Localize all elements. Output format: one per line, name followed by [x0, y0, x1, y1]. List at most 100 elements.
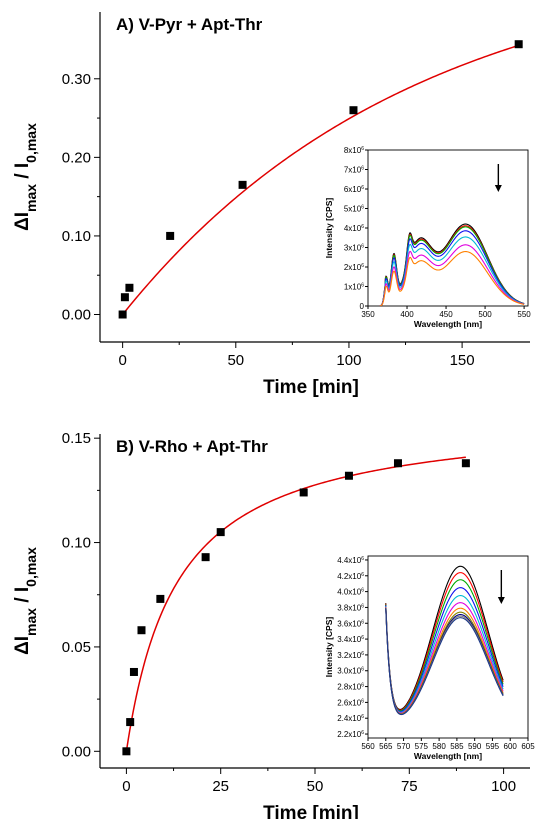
- inset-x-tick-label: 450: [439, 310, 453, 319]
- x-tick-label: 0: [122, 778, 130, 795]
- data-point: [156, 594, 165, 603]
- x-tick-label: 50: [227, 352, 244, 369]
- inset-x-tick-label: 605: [521, 742, 535, 751]
- x-axis-label: Time [min]: [263, 377, 359, 398]
- panel-a: 0 50 100 150 0.00 0.10 0.20 0.30 Time [min] ΔImax…: [12, 12, 531, 398]
- spectrum-line: [379, 236, 525, 306]
- decrease-arrow-head: [497, 597, 505, 604]
- panel-title: A) V-Pyr + Apt-Thr: [116, 15, 263, 34]
- inset-x-tick-label: 590: [468, 742, 482, 751]
- inset-y-tick-label: 2.2x106: [337, 730, 364, 739]
- inset-x-tick-label: 600: [504, 742, 518, 751]
- inset-x-tick-label: 350: [361, 310, 375, 319]
- x-tick-label: 75: [401, 778, 418, 795]
- y-axis-label: ΔImax / I0,max: [12, 123, 39, 231]
- data-point: [126, 718, 135, 727]
- spectrum-line: [379, 226, 525, 306]
- spectrum-line: [385, 608, 504, 716]
- y-tick-label: 0.20: [62, 149, 91, 166]
- inset-y-tick-label: 0: [360, 302, 365, 311]
- inset-x-tick-label: 550: [517, 310, 531, 319]
- inset-y-tick-label: 3.6x106: [337, 619, 364, 628]
- inset-x-tick-label: 575: [415, 742, 429, 751]
- data-point: [137, 626, 146, 635]
- data-point: [125, 283, 134, 292]
- inset-y-tick-label: 4.0x106: [337, 588, 364, 597]
- y-tick-label: 0.15: [62, 430, 91, 447]
- panel-title: B) V-Rho + Apt-Thr: [116, 437, 268, 456]
- data-point: [120, 293, 129, 302]
- inset-chart: 560 565 570 575 580 585 590 595 600 605 2.2x106 2.4…: [324, 555, 535, 761]
- inset-x-axis-label: Wavelength [nm]: [414, 751, 482, 761]
- inset-y-tick-label: 3.8x106: [337, 603, 364, 612]
- inset-y-tick-label: 2.6x106: [337, 698, 364, 707]
- data-point: [514, 40, 523, 49]
- fit-curve: [122, 44, 519, 315]
- inset-x-tick-label: 595: [486, 742, 500, 751]
- x-tick-label: 0: [118, 352, 126, 369]
- data-point: [122, 747, 131, 756]
- inset-y-tick-label: 8x106: [344, 146, 364, 155]
- spectrum-line: [379, 230, 525, 306]
- inset-y-tick-label: 2.4x106: [337, 714, 364, 723]
- spectrum-line: [385, 565, 504, 710]
- inset-y-tick-label: 6x106: [344, 185, 364, 194]
- y-tick-label: 0.05: [62, 639, 91, 656]
- inset-y-tick-label: 3.4x106: [337, 635, 364, 644]
- inset-y-tick-label: 3x106: [344, 244, 364, 253]
- x-tick-label: 100: [491, 778, 516, 795]
- data-point: [238, 180, 247, 189]
- spectrum-line: [385, 595, 504, 713]
- spectrum-line: [379, 251, 525, 306]
- x-axis-label: Time [min]: [263, 803, 359, 819]
- inset-y-axis-label: Intensity [CPS]: [324, 198, 334, 259]
- data-point: [393, 459, 402, 468]
- inset-y-tick-label: 7x106: [344, 166, 364, 175]
- inset-y-tick-label: 1x106: [344, 283, 364, 292]
- x-tick-label: 50: [307, 778, 324, 795]
- data-point: [216, 528, 225, 537]
- data-point: [129, 667, 138, 676]
- inset-y-tick-label: 2x106: [344, 263, 364, 272]
- inset-x-tick-label: 585: [450, 742, 464, 751]
- inset-chart: 350 400 450 500 550 0 1x106 2x106 3x106 4x106 5x10…: [324, 146, 531, 329]
- spectrum-line: [379, 225, 525, 306]
- spectrum-line: [385, 587, 504, 713]
- inset-spectra: [385, 565, 504, 716]
- inset-y-axis-label: Intensity [CPS]: [324, 617, 334, 678]
- inset-spectra: [379, 223, 525, 306]
- inset-frame: [367, 149, 529, 307]
- spectrum-line: [385, 579, 504, 712]
- data-point: [461, 459, 470, 468]
- fit-curve: [125, 456, 466, 752]
- inset-y-tick-label: 3.2x106: [337, 651, 364, 660]
- data-point: [201, 553, 210, 562]
- data-point: [118, 310, 127, 319]
- data-point: [166, 231, 175, 240]
- inset-x-tick-label: 400: [400, 310, 414, 319]
- y-tick-label: 0.30: [62, 71, 91, 88]
- inset-y-tick-label: 2.8x106: [337, 683, 364, 692]
- y-axis-label: ΔImax / I0,max: [12, 547, 39, 655]
- spectrum-line: [385, 602, 504, 714]
- inset-x-axis-label: Wavelength [nm]: [414, 319, 482, 329]
- inset-x-tick-label: 560: [361, 742, 375, 751]
- inset-y-tick-label: 5x106: [344, 205, 364, 214]
- inset-x-tick-label: 580: [432, 742, 446, 751]
- y-tick-label: 0.00: [62, 307, 91, 324]
- inset-x-tick-label: 500: [478, 310, 492, 319]
- data-point: [349, 106, 358, 115]
- x-tick-label: 100: [336, 352, 361, 369]
- inset-x-tick-label: 565: [379, 742, 393, 751]
- data-point: [299, 488, 308, 497]
- x-tick-label: 25: [212, 778, 229, 795]
- inset-y-tick-label: 3.0x106: [337, 667, 364, 676]
- inset-y-tick-label: 4.4x106: [337, 556, 364, 565]
- inset-frame: [367, 555, 529, 739]
- inset-x-tick-label: 570: [397, 742, 411, 751]
- x-tick-label: 150: [450, 352, 475, 369]
- inset-y-tick-label: 4.2x106: [337, 572, 364, 581]
- inset-y-tick-label: 4x106: [344, 224, 364, 233]
- spectrum-line: [385, 572, 504, 711]
